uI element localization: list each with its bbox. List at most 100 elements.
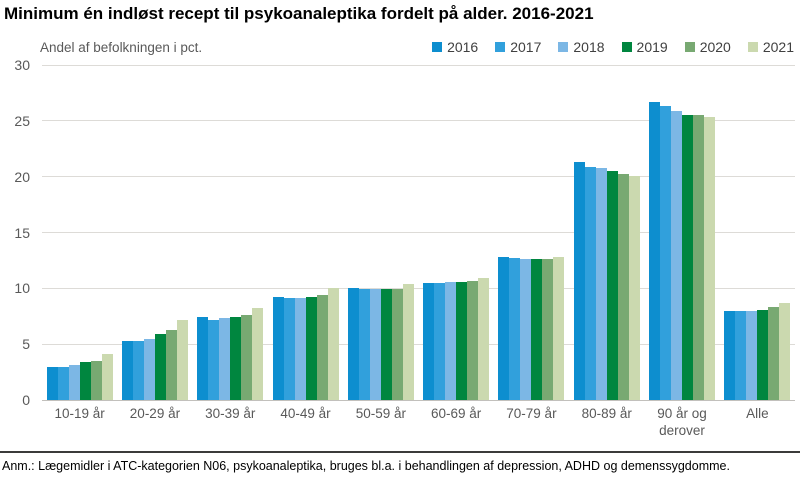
bar-group [494, 65, 569, 400]
legend-item-2017: 2017 [495, 39, 541, 55]
legend: 2016 2017 2018 2019 2020 2021 [432, 39, 794, 55]
bar-2018 [520, 259, 532, 400]
chart-header: Andel af befolkningen i pct. 2016 2017 201… [40, 38, 794, 56]
bar-group [569, 65, 644, 400]
legend-swatch [684, 42, 695, 52]
x-labels: 10-19 år 20-29 år 30-39 år 40-49 år 50-59 år… [42, 406, 795, 440]
x-axis-label: 70-79 år [506, 406, 557, 421]
gridline-15 [42, 232, 795, 233]
bar-2020 [391, 289, 403, 400]
gridline-5 [42, 343, 795, 345]
bar-2018 [68, 365, 80, 400]
bar-2019 [682, 115, 694, 400]
gridline-25 [42, 120, 795, 122]
bar-2016 [121, 340, 133, 400]
legend-swatch [495, 42, 506, 52]
bar-2017 [584, 166, 596, 400]
legend-label: 2016 [447, 39, 479, 55]
x-axis-label: 40-49 år [280, 406, 331, 421]
footnote-divider [0, 451, 800, 453]
bar-2019 [230, 317, 242, 400]
gridline-10 [42, 287, 795, 289]
x-axis-label: 10-19 år [54, 406, 105, 421]
bar-2016 [423, 282, 435, 400]
gridline-0 [42, 399, 795, 401]
x-axis-label: 20-29 år [129, 406, 181, 421]
y-tick-label-20: 20 [14, 168, 30, 185]
bar-2018 [294, 298, 306, 400]
legend-label: 2017 [510, 39, 542, 55]
bar-2021 [252, 308, 264, 400]
legend-label: 2019 [636, 39, 668, 55]
bar-2018 [143, 338, 155, 400]
bar-2020 [165, 329, 177, 400]
legend-item-2016: 2016 [432, 39, 478, 55]
legend-item-2021: 2021 [747, 39, 794, 55]
bar-group [343, 65, 418, 400]
bar-2020 [693, 115, 705, 400]
y-tick-label-10: 10 [14, 280, 30, 297]
bar-2020 [241, 315, 253, 400]
gridline-30 [42, 64, 795, 66]
bar-2021 [628, 175, 640, 400]
bar-2017 [660, 106, 672, 400]
bar-2018 [219, 318, 231, 400]
bar-2021 [553, 257, 565, 400]
y-tick-label-5: 5 [22, 336, 30, 353]
bar-2017 [358, 289, 370, 400]
bar-2020 [467, 280, 479, 400]
bar-2019 [305, 297, 317, 400]
bar-2019 [456, 281, 468, 400]
bar-2020 [617, 174, 629, 400]
bar-2018 [746, 310, 758, 400]
bar-2017 [283, 298, 295, 400]
legend-label: 2020 [699, 39, 731, 55]
bar-2018 [445, 281, 457, 400]
x-axis-label: 80-89 år [581, 406, 632, 421]
bar-2019 [154, 334, 166, 400]
y-axis-unit-label: Andel af befolkningen i pct. [40, 39, 203, 55]
bar-2021 [704, 117, 716, 400]
bar-2017 [509, 258, 521, 400]
bar-group [117, 65, 192, 400]
bar-group [720, 65, 795, 400]
bar-2016 [197, 317, 209, 400]
legend-swatch [432, 42, 443, 52]
x-axis-label: 30-39 år [205, 406, 256, 421]
bar-2019 [606, 171, 618, 400]
bar-group [193, 65, 268, 400]
bar-group [268, 65, 343, 400]
plot-area [42, 64, 795, 401]
bar-2019 [380, 289, 392, 400]
legend-item-2019: 2019 [621, 39, 668, 55]
legend-swatch [621, 42, 632, 52]
gridline-20 [42, 176, 795, 178]
bar-2020 [768, 307, 780, 400]
bar-2020 [542, 259, 554, 400]
legend-item-2020: 2020 [684, 39, 731, 55]
bar-2018 [595, 167, 607, 400]
bar-2019 [531, 259, 543, 400]
bar-2021 [101, 354, 113, 400]
bar-2017 [208, 319, 220, 400]
legend-swatch [747, 42, 758, 52]
bar-2021 [402, 283, 414, 400]
y-tick-label-0: 0 [22, 392, 30, 408]
bar-2016 [573, 162, 585, 400]
bar-2019 [757, 309, 769, 400]
x-axis-label: Alle [746, 406, 769, 421]
bar-2018 [671, 110, 683, 400]
bar-2017 [434, 282, 446, 400]
bar-2020 [316, 295, 328, 400]
bar-2018 [369, 289, 381, 400]
y-tick-label-15: 15 [14, 224, 30, 241]
legend-item-2018: 2018 [558, 39, 605, 55]
bar-2016 [347, 288, 359, 400]
y-tick-label-30: 30 [14, 57, 30, 73]
bar-2016 [649, 101, 661, 400]
bar-2016 [46, 366, 58, 400]
x-axis-label: 90 år og derover [657, 406, 707, 438]
bar-groups [42, 65, 795, 400]
bar-2021 [327, 288, 339, 400]
bar-2021 [478, 278, 490, 400]
